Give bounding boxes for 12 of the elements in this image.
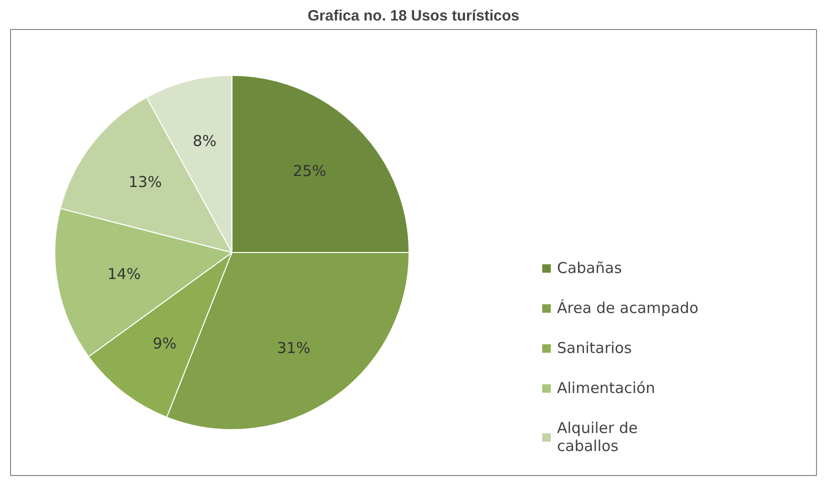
legend-label: Alimentación bbox=[557, 379, 656, 397]
legend-label: Sanitarios bbox=[557, 339, 632, 357]
legend-label: Cabañas bbox=[557, 259, 622, 277]
data-label: 8% bbox=[192, 132, 217, 150]
legend-label: Alquiler de caballos bbox=[557, 419, 638, 455]
chart-title: Grafica no. 18 Usos turísticos bbox=[308, 8, 520, 24]
data-label: 9% bbox=[152, 334, 177, 353]
legend-label: Área de acampado bbox=[557, 299, 698, 317]
data-label: 14% bbox=[107, 265, 141, 284]
data-label: 31% bbox=[276, 338, 310, 357]
data-label: 13% bbox=[128, 172, 162, 191]
data-label: 25% bbox=[292, 162, 326, 180]
